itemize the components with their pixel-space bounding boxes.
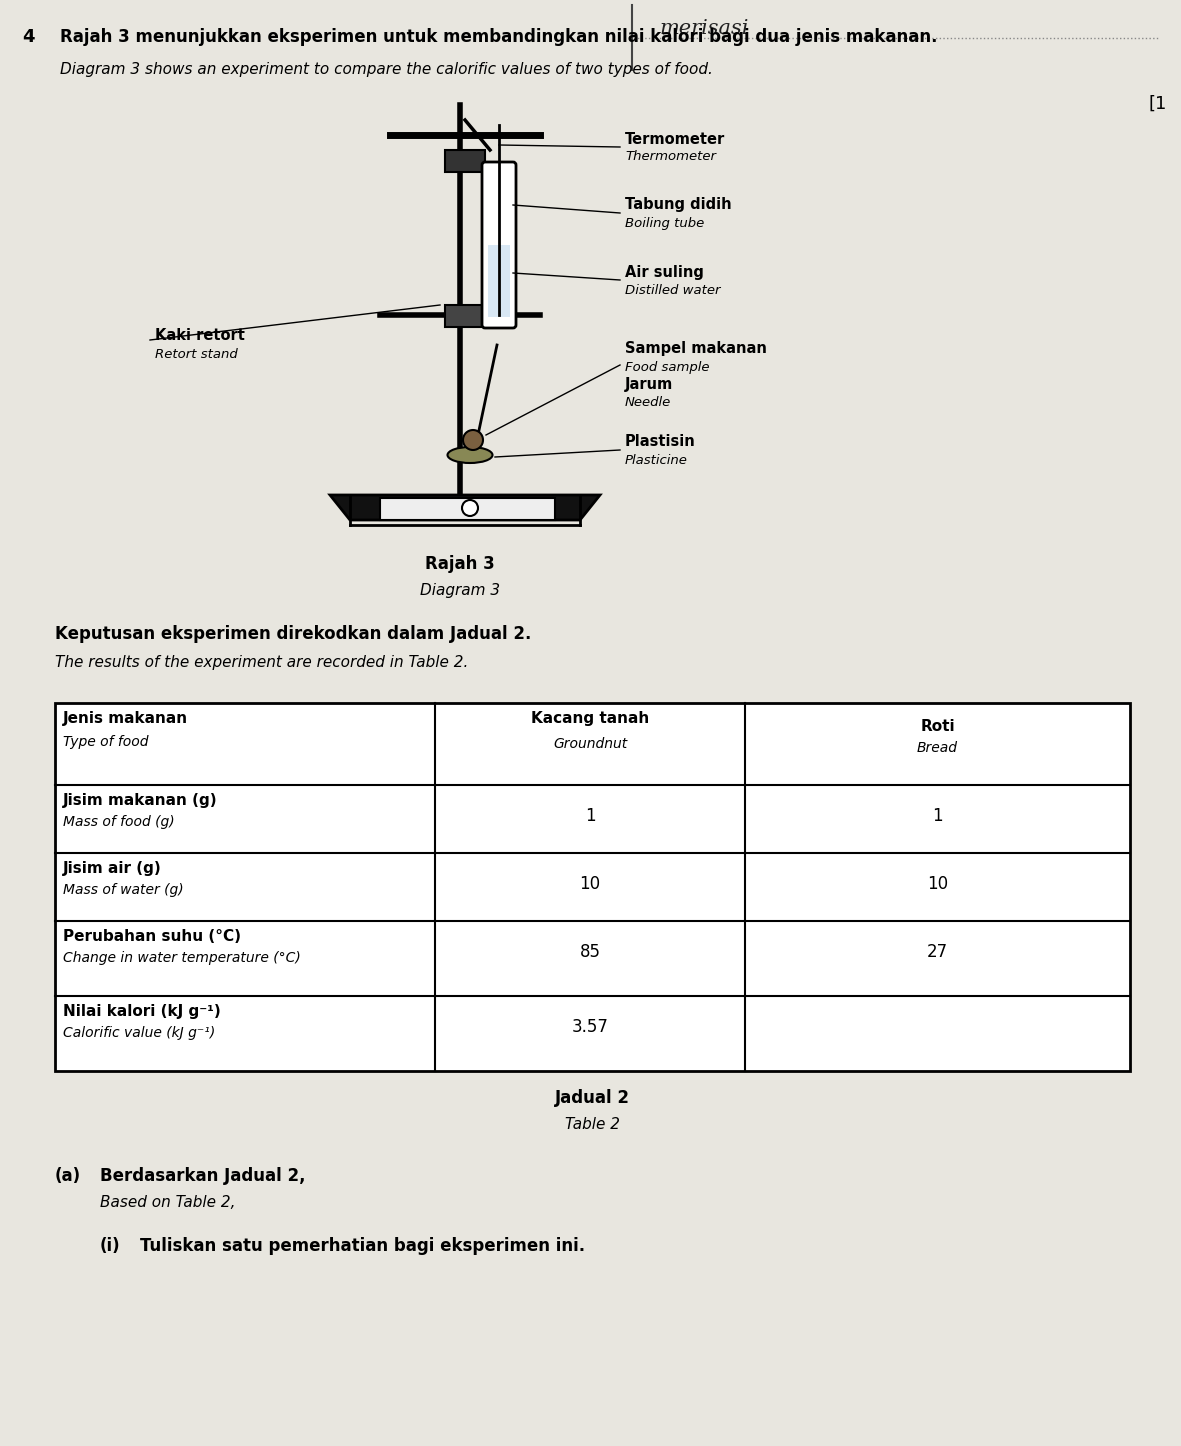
- Text: Type of food: Type of food: [63, 735, 149, 749]
- Text: Roti: Roti: [920, 719, 954, 735]
- Text: Tuliskan satu pemerhatian bagi eksperimen ini.: Tuliskan satu pemerhatian bagi eksperime…: [141, 1236, 585, 1255]
- Text: Table 2: Table 2: [565, 1116, 620, 1132]
- Text: Bread: Bread: [916, 740, 958, 755]
- Text: Jisim makanan (g): Jisim makanan (g): [63, 792, 217, 808]
- Bar: [445, 305, 485, 327]
- Text: 1: 1: [932, 807, 942, 826]
- Text: Kacang tanah: Kacang tanah: [531, 711, 650, 726]
- Text: Jadual 2: Jadual 2: [555, 1089, 629, 1108]
- Text: The results of the experiment are recorded in Table 2.: The results of the experiment are record…: [56, 655, 469, 669]
- Text: 85: 85: [580, 943, 600, 962]
- Text: Tabung didih: Tabung didih: [625, 198, 731, 213]
- Text: merisasi: merisasi: [660, 19, 750, 38]
- Text: (i): (i): [100, 1236, 120, 1255]
- Text: Based on Table 2,: Based on Table 2,: [100, 1194, 235, 1210]
- Text: Termometer: Termometer: [625, 132, 725, 146]
- Bar: [56, 703, 1130, 1071]
- Polygon shape: [329, 495, 600, 521]
- Circle shape: [463, 429, 483, 450]
- Text: (a): (a): [56, 1167, 81, 1186]
- FancyBboxPatch shape: [482, 162, 516, 328]
- Text: Nilai kalori (kJ g⁻¹): Nilai kalori (kJ g⁻¹): [63, 1004, 221, 1019]
- Text: Calorific value (kJ g⁻¹): Calorific value (kJ g⁻¹): [63, 1027, 215, 1040]
- Text: Needle: Needle: [625, 396, 671, 409]
- Text: Thermometer: Thermometer: [625, 150, 716, 163]
- Text: 10: 10: [580, 875, 601, 894]
- Text: Perubahan suhu (°C): Perubahan suhu (°C): [63, 928, 241, 944]
- Text: Berdasarkan Jadual 2,: Berdasarkan Jadual 2,: [100, 1167, 306, 1186]
- Text: Mass of food (g): Mass of food (g): [63, 816, 175, 829]
- Text: Mass of water (g): Mass of water (g): [63, 884, 183, 897]
- Text: Plasticine: Plasticine: [625, 454, 687, 467]
- Text: Jisim air (g): Jisim air (g): [63, 860, 162, 876]
- Text: 4: 4: [22, 27, 34, 46]
- Text: Jenis makanan: Jenis makanan: [63, 711, 188, 726]
- Ellipse shape: [448, 447, 492, 463]
- Text: Diagram 3 shows an experiment to compare the calorific values of two types of fo: Diagram 3 shows an experiment to compare…: [60, 62, 713, 77]
- Circle shape: [462, 500, 478, 516]
- Bar: [488, 244, 510, 317]
- Text: Food sample: Food sample: [625, 360, 710, 373]
- Text: 27: 27: [927, 943, 948, 962]
- Text: Rajah 3 menunjukkan eksperimen untuk membandingkan nilai kalori bagi dua jenis m: Rajah 3 menunjukkan eksperimen untuk mem…: [60, 27, 938, 46]
- Text: Rajah 3: Rajah 3: [425, 555, 495, 573]
- Text: [1: [1: [1148, 95, 1167, 113]
- Text: 3.57: 3.57: [572, 1018, 608, 1035]
- Text: Retort stand: Retort stand: [155, 348, 237, 362]
- Text: Jarum: Jarum: [625, 377, 673, 392]
- Text: 1: 1: [585, 807, 595, 826]
- Bar: [445, 150, 485, 172]
- Text: Groundnut: Groundnut: [553, 737, 627, 750]
- Text: Plastisin: Plastisin: [625, 434, 696, 450]
- Text: Change in water temperature (°C): Change in water temperature (°C): [63, 951, 301, 964]
- Text: Keputusan eksperimen direkodkan dalam Jadual 2.: Keputusan eksperimen direkodkan dalam Ja…: [56, 625, 531, 643]
- Text: Diagram 3: Diagram 3: [420, 583, 500, 599]
- Text: Air suling: Air suling: [625, 265, 704, 279]
- Bar: [380, 497, 555, 521]
- Text: Boiling tube: Boiling tube: [625, 217, 704, 230]
- Text: Distilled water: Distilled water: [625, 283, 720, 296]
- Text: Kaki retort: Kaki retort: [155, 327, 244, 343]
- Text: Sampel makanan: Sampel makanan: [625, 341, 766, 357]
- Text: 10: 10: [927, 875, 948, 894]
